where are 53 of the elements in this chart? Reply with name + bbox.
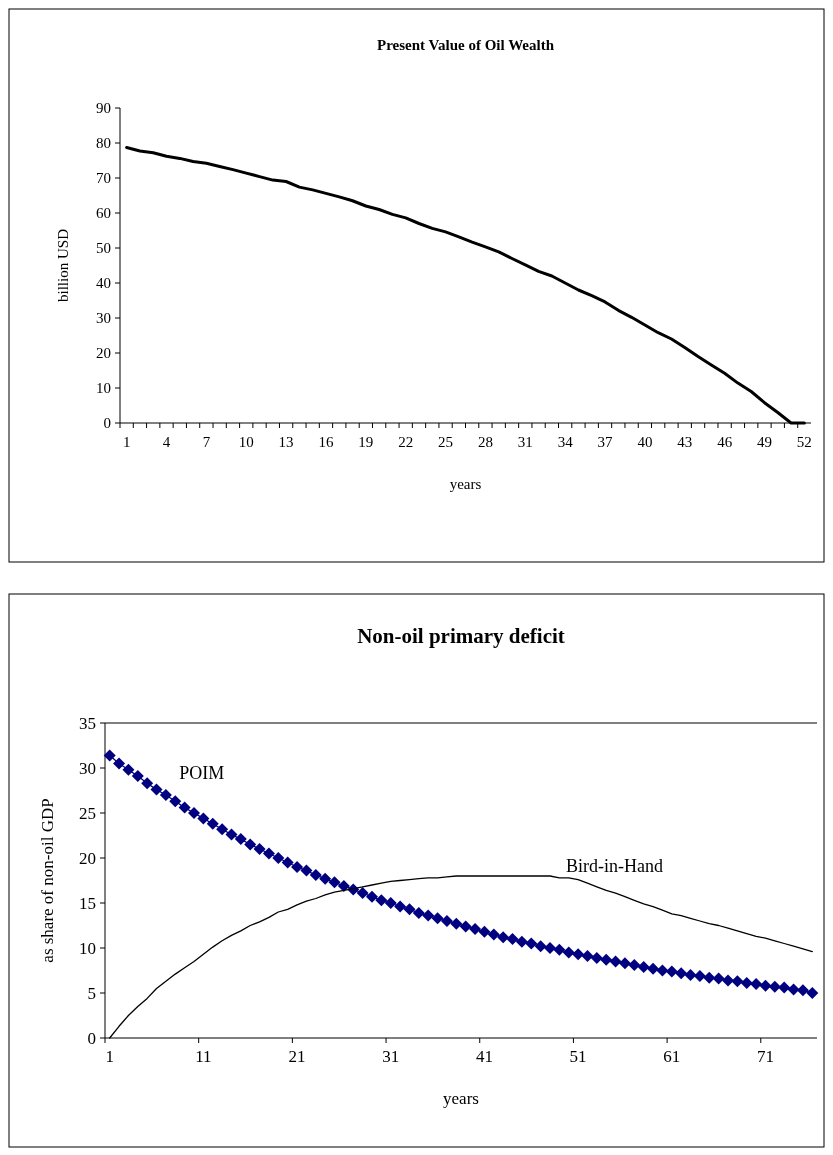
y-tick-label: 80 bbox=[96, 135, 111, 152]
y-tick-label: 90 bbox=[96, 100, 111, 117]
x-tick-label: 22 bbox=[398, 434, 414, 450]
x-tick-label: 19 bbox=[358, 434, 374, 450]
x-tick-label: 28 bbox=[477, 434, 493, 450]
x-tick-label: 25 bbox=[438, 434, 454, 450]
x-tick-label: 41 bbox=[475, 1047, 493, 1066]
y-tick-label: 20 bbox=[79, 848, 96, 868]
x-tick-label: 10 bbox=[238, 434, 254, 450]
chart-title: Present Value of Oil Wealth bbox=[377, 37, 555, 53]
x-tick-label: 40 bbox=[637, 434, 653, 450]
x-tick-label: 13 bbox=[278, 434, 294, 450]
y-axis-title: as share of non-oil GDP bbox=[38, 798, 57, 963]
x-tick-label: 46 bbox=[717, 434, 733, 450]
y-tick-label: 10 bbox=[79, 938, 96, 958]
x-tick-label: 7 bbox=[202, 434, 211, 450]
x-tick-label: 4 bbox=[162, 434, 171, 450]
y-tick-label: 35 bbox=[79, 713, 96, 733]
x-axis-title: years bbox=[443, 1089, 479, 1108]
x-tick-label: 37 bbox=[597, 434, 614, 450]
y-tick-label: 30 bbox=[79, 758, 96, 778]
x-tick-label: 52 bbox=[796, 434, 812, 450]
y-tick-label: 20 bbox=[96, 345, 111, 362]
y-tick-label: 30 bbox=[96, 310, 111, 327]
x-tick-label: 71 bbox=[756, 1047, 774, 1066]
x-tick-label: 1 bbox=[105, 1047, 114, 1066]
x-tick-label: 34 bbox=[557, 434, 574, 450]
x-tick-label: 16 bbox=[318, 434, 334, 450]
y-tick-label: 0 bbox=[87, 1028, 96, 1048]
y-tick-label: 0 bbox=[103, 415, 111, 432]
x-tick-label: 43 bbox=[677, 434, 693, 450]
chart-title: Non-oil primary deficit bbox=[357, 624, 565, 648]
series-label: Bird-in-Hand bbox=[566, 855, 664, 876]
x-tick-label: 21 bbox=[288, 1047, 306, 1066]
y-tick-label: 25 bbox=[79, 803, 96, 823]
y-axis-title: billion USD bbox=[55, 228, 71, 302]
series-label: POIM bbox=[179, 763, 225, 784]
y-tick-label: 15 bbox=[79, 893, 96, 913]
y-tick-label: 10 bbox=[96, 380, 111, 397]
y-tick-label: 5 bbox=[87, 983, 96, 1003]
x-tick-label: 31 bbox=[517, 434, 533, 450]
line-series bbox=[109, 875, 813, 1039]
x-tick-label: 61 bbox=[663, 1047, 681, 1066]
x-tick-label: 1 bbox=[122, 434, 131, 450]
x-tick-label: 49 bbox=[756, 434, 772, 450]
y-tick-label: 40 bbox=[96, 275, 111, 292]
y-tick-label: 50 bbox=[96, 240, 111, 257]
y-tick-label: 70 bbox=[96, 170, 111, 187]
x-axis-title: years bbox=[449, 476, 482, 492]
y-tick-label: 60 bbox=[96, 205, 111, 222]
x-tick-label: 31 bbox=[382, 1047, 400, 1066]
x-tick-label: 11 bbox=[195, 1047, 212, 1066]
x-tick-label: 51 bbox=[569, 1047, 587, 1066]
